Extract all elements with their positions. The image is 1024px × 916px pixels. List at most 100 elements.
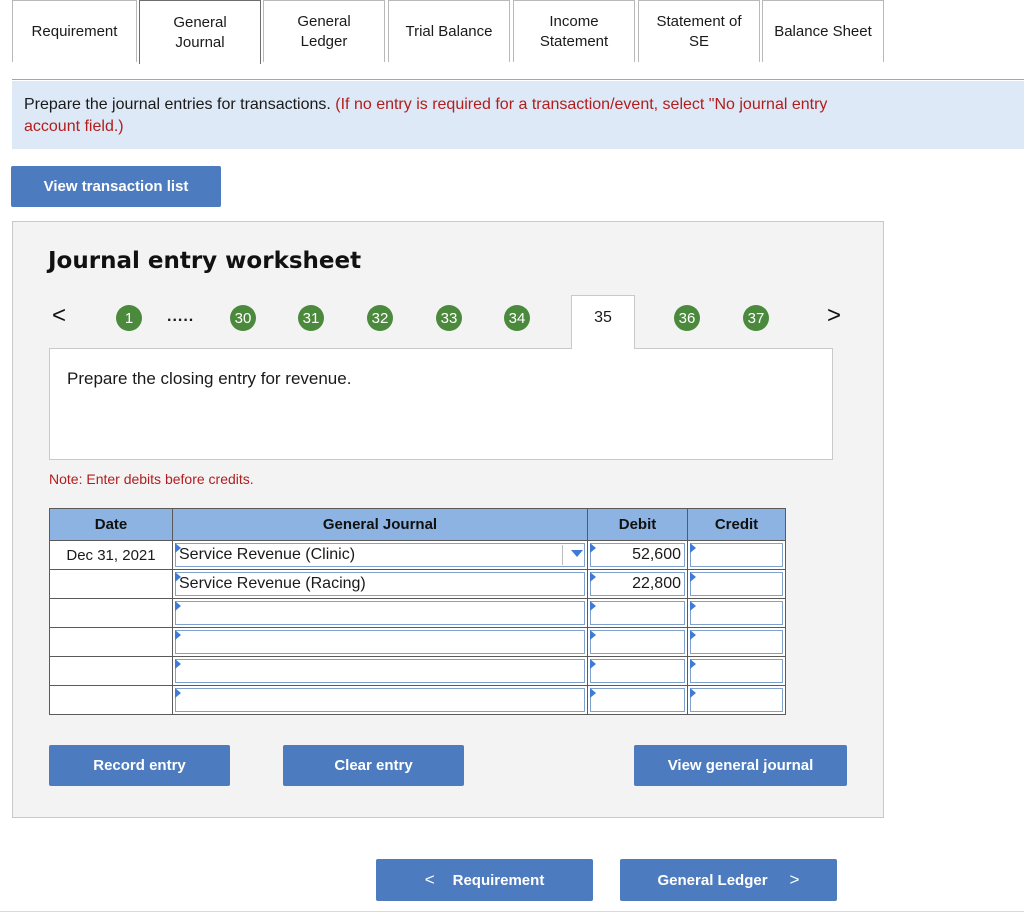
tab-statement-of-se[interactable]: Statement of SE <box>638 0 760 62</box>
cell-marker-icon <box>690 630 696 640</box>
instruction-text: Prepare the journal entries for transact… <box>24 96 331 113</box>
entry-note: Note: Enter debits before credits. <box>49 471 254 487</box>
account-cell <box>172 627 588 657</box>
debit-value: 22,800 <box>632 575 681 592</box>
cell-marker-icon <box>175 630 181 640</box>
page-36-button[interactable]: 36 <box>674 305 700 331</box>
journal-header-row: Date General Journal Debit Credit <box>49 508 786 541</box>
account-select[interactable] <box>175 659 585 683</box>
tab-trial-balance[interactable]: Trial Balance <box>388 0 510 62</box>
credit-input[interactable] <box>690 572 783 596</box>
page-32-button[interactable]: 32 <box>367 305 393 331</box>
debit-input[interactable] <box>590 688 685 712</box>
view-general-journal-button[interactable]: View general journal <box>634 745 847 786</box>
date-cell <box>49 598 173 628</box>
credit-input[interactable] <box>690 543 783 567</box>
tab-label: General Journal <box>173 13 227 51</box>
cell-marker-icon <box>175 659 181 669</box>
debit-cell <box>587 685 688 715</box>
credit-input[interactable] <box>690 630 783 654</box>
account-select[interactable] <box>175 630 585 654</box>
tab-label: Balance Sheet <box>774 22 872 40</box>
page-1-button[interactable]: 1 <box>116 305 142 331</box>
journal-row: Dec 31, 2021 Service Revenue (Clinic) 52… <box>49 540 786 570</box>
instruction-note-continued: account field.) <box>24 118 124 135</box>
account-select[interactable]: Service Revenue (Clinic) <box>175 543 585 567</box>
cell-marker-icon <box>590 630 596 640</box>
prev-requirement-button[interactable]: < Requirement <box>376 859 593 901</box>
page-30-button[interactable]: 30 <box>230 305 256 331</box>
instruction-banner: Prepare the journal entries for transact… <box>12 81 1024 149</box>
journal-row: Service Revenue (Racing) 22,800 <box>49 569 786 599</box>
account-select[interactable] <box>175 601 585 625</box>
cell-marker-icon <box>175 572 181 582</box>
debit-input[interactable] <box>590 659 685 683</box>
journal-row <box>49 627 786 657</box>
account-header: General Journal <box>172 508 588 541</box>
cell-marker-icon <box>690 659 696 669</box>
pager-ellipsis: ..... <box>167 308 195 325</box>
view-transaction-list-button[interactable]: View transaction list <box>11 166 221 207</box>
cell-marker-icon <box>590 688 596 698</box>
date-cell <box>49 656 173 686</box>
credit-input[interactable] <box>690 659 783 683</box>
debit-input[interactable]: 22,800 <box>590 572 685 596</box>
next-page-arrow[interactable]: > <box>827 302 842 329</box>
clear-entry-button[interactable]: Clear entry <box>283 745 464 786</box>
account-cell <box>172 656 588 686</box>
credit-header: Credit <box>687 508 786 541</box>
chevron-down-icon[interactable] <box>571 550 583 557</box>
credit-input[interactable] <box>690 601 783 625</box>
prev-page-arrow[interactable]: < <box>52 302 67 329</box>
page-31-button[interactable]: 31 <box>298 305 324 331</box>
debit-header: Debit <box>587 508 688 541</box>
credit-input[interactable] <box>690 688 783 712</box>
tab-label: Trial Balance <box>405 22 493 40</box>
current-page-tab[interactable]: 35 <box>571 295 635 349</box>
credit-cell <box>687 540 786 570</box>
cell-marker-icon <box>590 572 596 582</box>
cell-marker-icon <box>175 688 181 698</box>
record-entry-button[interactable]: Record entry <box>49 745 230 786</box>
cell-marker-icon <box>590 659 596 669</box>
tab-general-ledger[interactable]: General Ledger <box>263 0 385 62</box>
account-select[interactable]: Service Revenue (Racing) <box>175 572 585 596</box>
tabbar-divider <box>12 79 1024 80</box>
account-value: Service Revenue (Racing) <box>179 575 366 592</box>
account-cell <box>172 598 588 628</box>
page-34-button[interactable]: 34 <box>504 305 530 331</box>
cell-marker-icon <box>590 601 596 611</box>
debit-input[interactable]: 52,600 <box>590 543 685 567</box>
tab-general-journal[interactable]: General Journal <box>139 0 261 64</box>
tab-requirement[interactable]: Requirement <box>12 0 137 62</box>
tab-label: General Ledger <box>297 12 351 50</box>
account-select[interactable] <box>175 688 585 712</box>
cell-marker-icon <box>175 543 181 553</box>
debit-input[interactable] <box>590 601 685 625</box>
date-cell <box>49 569 173 599</box>
cell-marker-icon <box>690 572 696 582</box>
credit-cell <box>687 627 786 657</box>
debit-cell <box>587 656 688 686</box>
page-bottom-divider <box>0 911 1024 912</box>
page-33-button[interactable]: 33 <box>436 305 462 331</box>
tab-balance-sheet[interactable]: Balance Sheet <box>762 0 884 62</box>
date-header: Date <box>49 508 173 541</box>
journal-row <box>49 598 786 628</box>
journal-row <box>49 685 786 715</box>
next-general-ledger-button[interactable]: General Ledger > <box>620 859 837 901</box>
credit-cell <box>687 598 786 628</box>
instruction-note: (If no entry is required for a transacti… <box>335 96 828 113</box>
debit-value: 52,600 <box>632 546 681 563</box>
debit-input[interactable] <box>590 630 685 654</box>
date-cell <box>49 685 173 715</box>
next-general-ledger-label: General Ledger <box>657 871 768 889</box>
journal-row <box>49 656 786 686</box>
cell-marker-icon <box>175 601 181 611</box>
tab-income-statement[interactable]: Income Statement <box>513 0 635 62</box>
credit-cell <box>687 685 786 715</box>
cell-marker-icon <box>690 601 696 611</box>
page-37-button[interactable]: 37 <box>743 305 769 331</box>
question-box: Prepare the closing entry for revenue. <box>49 348 833 460</box>
tab-label: Income Statement <box>539 12 609 50</box>
